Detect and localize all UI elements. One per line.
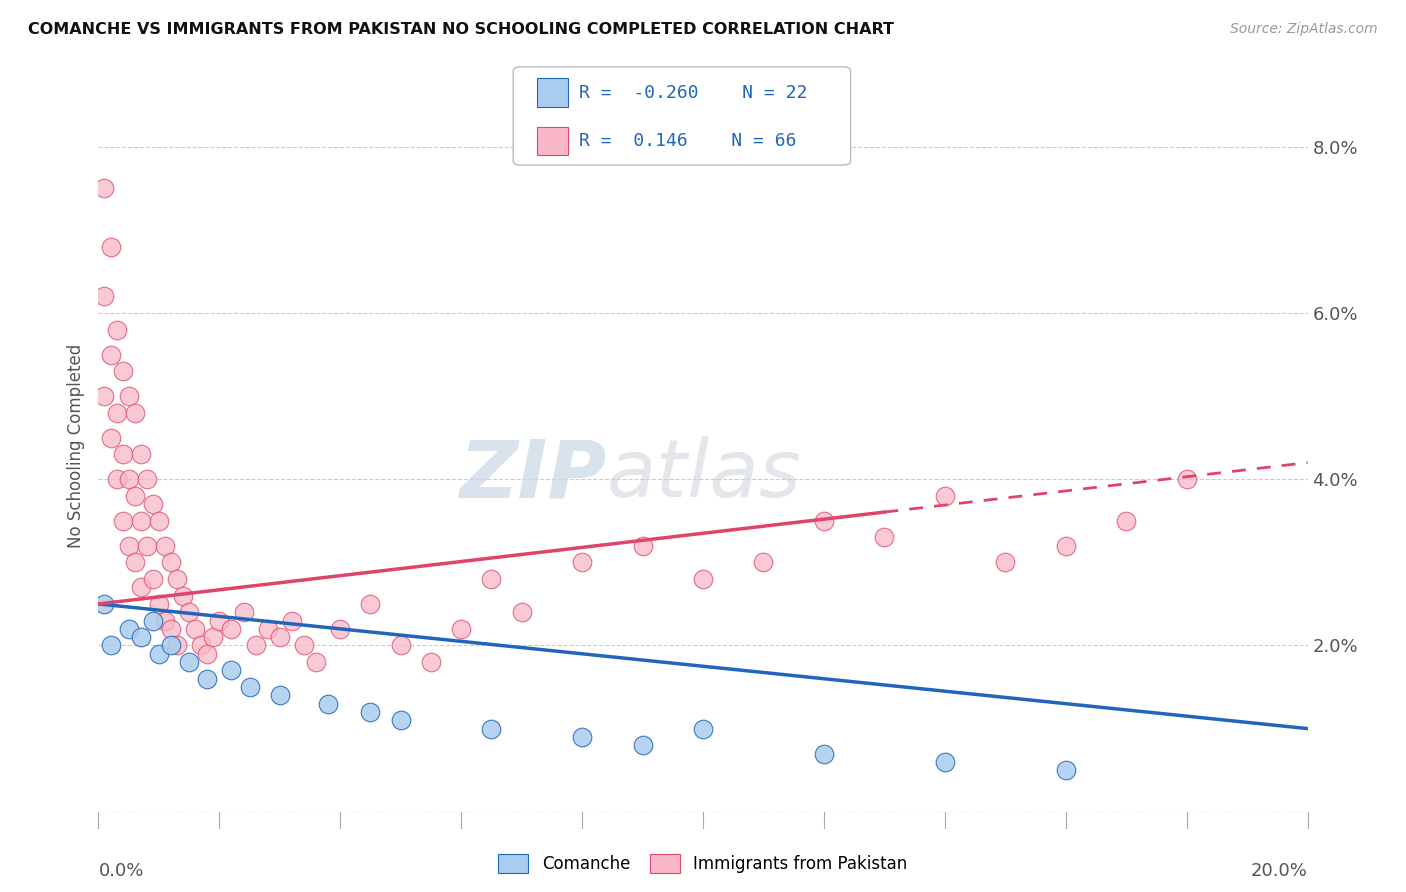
- Legend: Comanche, Immigrants from Pakistan: Comanche, Immigrants from Pakistan: [498, 854, 908, 873]
- Point: [631, 738, 654, 752]
- Point: [142, 572, 165, 586]
- Point: [1054, 763, 1077, 777]
- Point: [160, 639, 183, 653]
- Point: [118, 539, 141, 553]
- Point: [692, 722, 714, 736]
- Text: ZIP: ZIP: [458, 436, 606, 515]
- Point: [873, 530, 896, 544]
- Point: [148, 647, 170, 661]
- Point: [129, 514, 152, 528]
- Point: [994, 555, 1017, 569]
- Point: [329, 622, 352, 636]
- Point: [105, 472, 128, 486]
- Point: [208, 614, 231, 628]
- Text: Source: ZipAtlas.com: Source: ZipAtlas.com: [1230, 22, 1378, 37]
- Point: [93, 597, 115, 611]
- Point: [269, 689, 291, 703]
- Y-axis label: No Schooling Completed: No Schooling Completed: [67, 344, 86, 548]
- Point: [450, 622, 472, 636]
- Point: [934, 755, 956, 769]
- Point: [481, 572, 503, 586]
- Point: [1175, 472, 1198, 486]
- Point: [281, 614, 304, 628]
- Point: [124, 555, 146, 569]
- Point: [232, 605, 254, 619]
- Point: [813, 747, 835, 761]
- Point: [166, 572, 188, 586]
- Point: [256, 622, 278, 636]
- Point: [142, 497, 165, 511]
- Point: [100, 347, 122, 362]
- Point: [148, 514, 170, 528]
- Point: [100, 639, 122, 653]
- Point: [129, 580, 152, 594]
- Text: 0.0%: 0.0%: [98, 862, 143, 880]
- Point: [195, 672, 218, 686]
- Text: COMANCHE VS IMMIGRANTS FROM PAKISTAN NO SCHOOLING COMPLETED CORRELATION CHART: COMANCHE VS IMMIGRANTS FROM PAKISTAN NO …: [28, 22, 894, 37]
- Point: [100, 431, 122, 445]
- Point: [111, 514, 134, 528]
- Point: [179, 655, 201, 669]
- Point: [389, 714, 412, 728]
- Point: [118, 389, 141, 403]
- Point: [105, 406, 128, 420]
- Point: [153, 539, 176, 553]
- Point: [118, 472, 141, 486]
- Point: [179, 605, 201, 619]
- Point: [93, 289, 115, 303]
- Point: [124, 406, 146, 420]
- Point: [752, 555, 775, 569]
- Point: [571, 730, 593, 744]
- Point: [631, 539, 654, 553]
- Point: [129, 630, 152, 644]
- Point: [481, 722, 503, 736]
- Point: [316, 697, 339, 711]
- Point: [269, 630, 291, 644]
- Point: [172, 589, 194, 603]
- Point: [420, 655, 443, 669]
- Point: [100, 239, 122, 253]
- Point: [305, 655, 328, 669]
- Point: [166, 639, 188, 653]
- Point: [148, 597, 170, 611]
- Point: [93, 181, 115, 195]
- Point: [813, 514, 835, 528]
- Point: [129, 447, 152, 461]
- Text: atlas: atlas: [606, 436, 801, 515]
- Point: [571, 555, 593, 569]
- Point: [692, 572, 714, 586]
- Text: R =  0.146    N = 66: R = 0.146 N = 66: [579, 132, 797, 150]
- Point: [93, 389, 115, 403]
- Point: [111, 447, 134, 461]
- Point: [153, 614, 176, 628]
- Point: [221, 664, 243, 678]
- Point: [135, 539, 157, 553]
- Point: [190, 639, 212, 653]
- Point: [135, 472, 157, 486]
- Point: [389, 639, 412, 653]
- Point: [221, 622, 243, 636]
- Point: [111, 364, 134, 378]
- Point: [184, 622, 207, 636]
- Point: [360, 597, 382, 611]
- Point: [160, 555, 183, 569]
- Text: R =  -0.260    N = 22: R = -0.260 N = 22: [579, 84, 807, 102]
- Point: [934, 489, 956, 503]
- Point: [510, 605, 533, 619]
- Point: [118, 622, 141, 636]
- Point: [105, 323, 128, 337]
- Point: [142, 614, 165, 628]
- Point: [239, 680, 262, 694]
- Text: 20.0%: 20.0%: [1251, 862, 1308, 880]
- Point: [160, 622, 183, 636]
- Point: [360, 705, 382, 719]
- Point: [124, 489, 146, 503]
- Point: [292, 639, 315, 653]
- Point: [1054, 539, 1077, 553]
- Point: [202, 630, 225, 644]
- Point: [1115, 514, 1137, 528]
- Point: [245, 639, 267, 653]
- Point: [195, 647, 218, 661]
